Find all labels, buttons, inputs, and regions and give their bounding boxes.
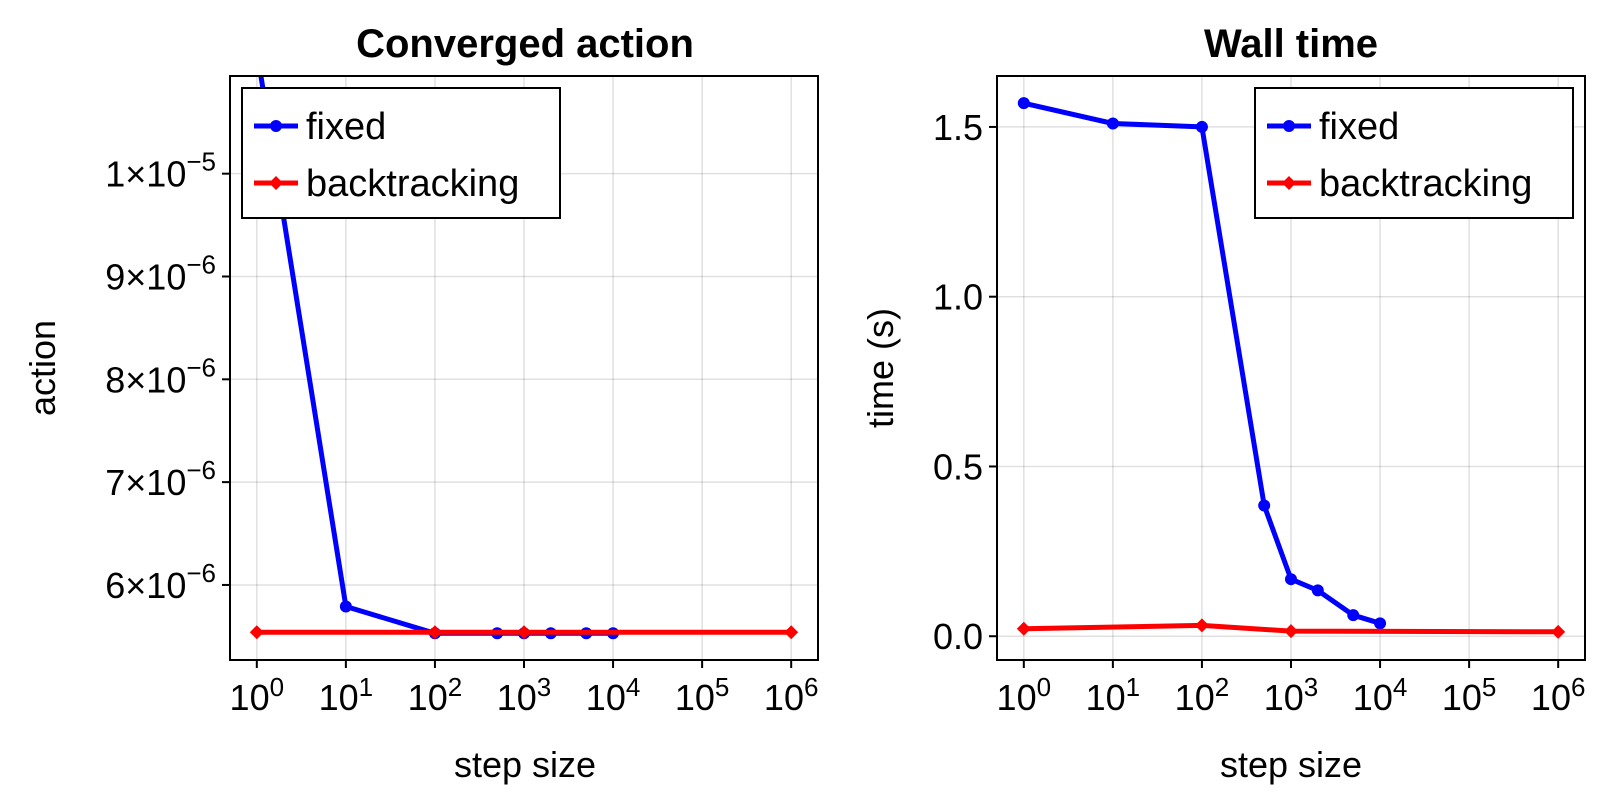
chart-title: Wall time bbox=[1204, 22, 1378, 66]
x-tick-label: 103 bbox=[497, 672, 552, 718]
data-point-fixed bbox=[1258, 499, 1271, 512]
series-line-fixed bbox=[1023, 100, 1381, 626]
y-tick-labels: 6×10−6 7×10−6 8×10−6 9×10−6 1×10−5 bbox=[105, 147, 230, 606]
y-tick-label: 7×10−6 bbox=[105, 455, 216, 503]
y-axis-label: time (s) bbox=[860, 308, 901, 428]
y-tick-label: 1.5 bbox=[933, 107, 983, 148]
y-tick-label: 9×10−6 bbox=[105, 249, 216, 297]
x-tick-labels: 100 101 102 103 104 105 106 bbox=[997, 660, 1586, 718]
legend-marker-backtracking bbox=[269, 176, 283, 190]
y-tick-label: 0.5 bbox=[933, 446, 983, 487]
data-point-fixed bbox=[1195, 120, 1208, 133]
legend-label-backtracking: backtracking bbox=[1319, 163, 1532, 205]
legend-label-fixed: fixed bbox=[306, 106, 386, 148]
x-tick-label: 102 bbox=[408, 672, 463, 718]
x-tick-labels: 100 101 102 103 104 105 106 bbox=[230, 660, 819, 718]
data-point-backtracking bbox=[1284, 624, 1298, 639]
x-tick-label: 105 bbox=[1442, 672, 1497, 718]
data-point-fixed bbox=[1285, 573, 1297, 586]
legend-marker-fixed bbox=[1283, 120, 1295, 132]
y-tick-label: 6×10−6 bbox=[105, 558, 216, 606]
x-tick-label: 106 bbox=[764, 672, 819, 718]
legend-marker-backtracking bbox=[1282, 176, 1296, 190]
series-line-backtracking bbox=[1023, 622, 1559, 635]
data-point-fixed bbox=[1347, 609, 1360, 622]
legend: fixed backtracking bbox=[1254, 87, 1574, 219]
y-tick-label: 1.0 bbox=[933, 277, 983, 318]
wall-time-panel: Wall time 100 101 102 103 104 105 106 0.0 0.5 1.… bbox=[860, 22, 1586, 785]
x-tick-label: 102 bbox=[1175, 672, 1230, 718]
data-point-fixed bbox=[1311, 584, 1324, 597]
data-point-fixed bbox=[339, 600, 352, 613]
x-tick-label: 106 bbox=[1531, 672, 1586, 718]
x-tick-label: 100 bbox=[997, 672, 1052, 718]
legend-label-backtracking: backtracking bbox=[306, 163, 519, 205]
y-tick-label: 0.0 bbox=[933, 616, 983, 657]
x-axis-label: step size bbox=[1220, 744, 1362, 785]
data-point-backtracking bbox=[249, 625, 264, 640]
x-tick-label: 101 bbox=[1086, 672, 1141, 718]
legend-box bbox=[1254, 87, 1574, 219]
y-axis-label: action bbox=[22, 320, 63, 416]
legend: fixed backtracking bbox=[241, 87, 561, 219]
x-tick-label: 104 bbox=[1353, 672, 1408, 718]
data-point-backtracking bbox=[1016, 621, 1031, 636]
data-point-fixed bbox=[1106, 117, 1119, 130]
x-tick-label: 105 bbox=[675, 672, 730, 718]
data-point-fixed bbox=[1374, 617, 1387, 630]
y-tick-label: 1×10−5 bbox=[105, 147, 216, 195]
x-tick-label: 104 bbox=[586, 672, 641, 718]
legend-box bbox=[241, 87, 561, 219]
x-axis-label: step size bbox=[454, 744, 596, 785]
data-point-fixed bbox=[251, 44, 263, 56]
x-tick-label: 101 bbox=[319, 672, 374, 718]
x-tick-label: 100 bbox=[230, 672, 285, 718]
data-point-backtracking bbox=[427, 625, 442, 640]
chart-title: Converged action bbox=[356, 22, 694, 66]
data-point-backtracking bbox=[517, 625, 531, 640]
y-tick-labels: 0.0 0.5 1.0 1.5 bbox=[933, 107, 997, 657]
legend-marker-fixed bbox=[270, 120, 282, 132]
converged-action-panel: Converged action 100 101 102 103 104 105 106 6… bbox=[22, 22, 819, 785]
series-layer bbox=[1016, 97, 1566, 639]
series-layer bbox=[249, 44, 799, 640]
y-tick-label: 8×10−6 bbox=[105, 352, 216, 400]
data-point-backtracking bbox=[1551, 624, 1566, 639]
legend-label-fixed: fixed bbox=[1319, 106, 1399, 148]
data-point-fixed bbox=[1017, 97, 1030, 110]
x-tick-label: 103 bbox=[1264, 672, 1319, 718]
data-point-backtracking bbox=[1194, 618, 1209, 633]
data-point-backtracking bbox=[784, 625, 799, 640]
